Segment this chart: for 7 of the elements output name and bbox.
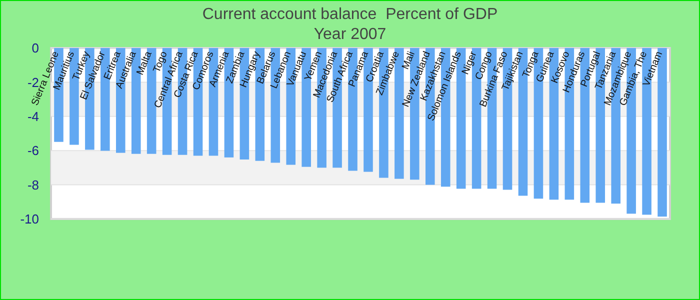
chart-subtitle: Year 2007 — [314, 26, 386, 43]
y-tick-label: -4 — [27, 108, 39, 124]
y-tick-label: -10 — [20, 212, 39, 227]
y-tick-label: -8 — [27, 177, 39, 192]
y-tick-label: 0 — [32, 40, 39, 56]
chart-title: Current account balance Percent of GDP — [202, 6, 498, 23]
y-tick-label: -6 — [27, 143, 39, 158]
